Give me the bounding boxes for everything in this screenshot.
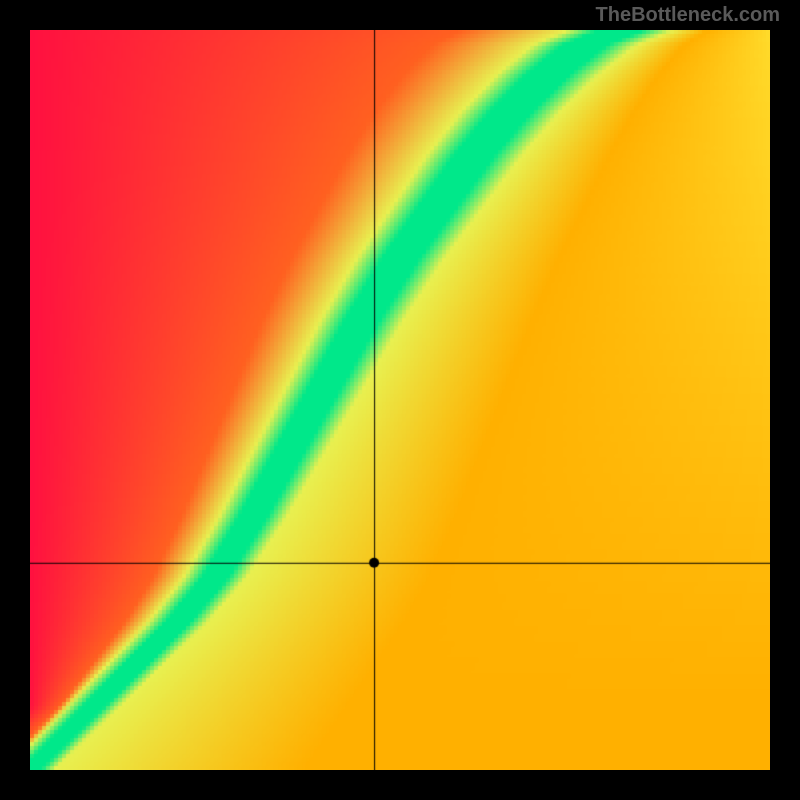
watermark-text: TheBottleneck.com [596,4,780,27]
heatmap-canvas [30,30,770,770]
bottleneck-heatmap [30,30,770,770]
